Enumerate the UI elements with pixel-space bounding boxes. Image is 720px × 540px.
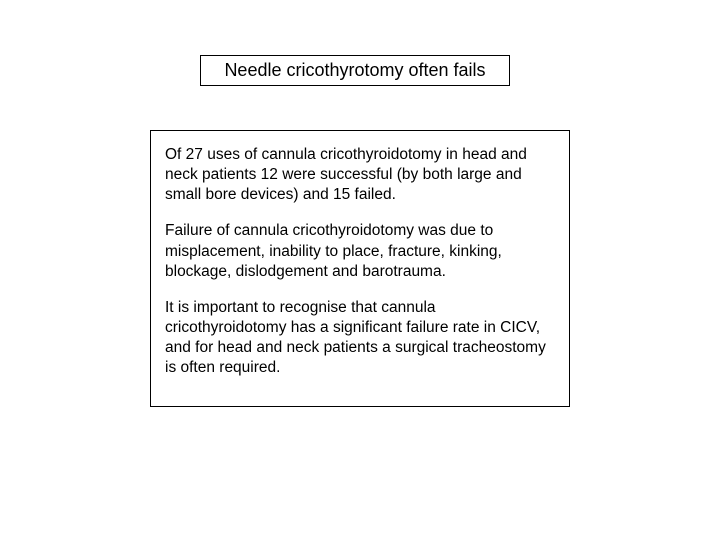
title-text: Needle cricothyrotomy often fails: [224, 60, 485, 80]
paragraph-2: Failure of cannula cricothyroidotomy was…: [165, 221, 555, 281]
paragraph-3: It is important to recognise that cannul…: [165, 298, 555, 379]
content-box: Of 27 uses of cannula cricothyroidotomy …: [150, 130, 570, 407]
paragraph-1: Of 27 uses of cannula cricothyroidotomy …: [165, 145, 555, 205]
title-box: Needle cricothyrotomy often fails: [200, 55, 510, 86]
